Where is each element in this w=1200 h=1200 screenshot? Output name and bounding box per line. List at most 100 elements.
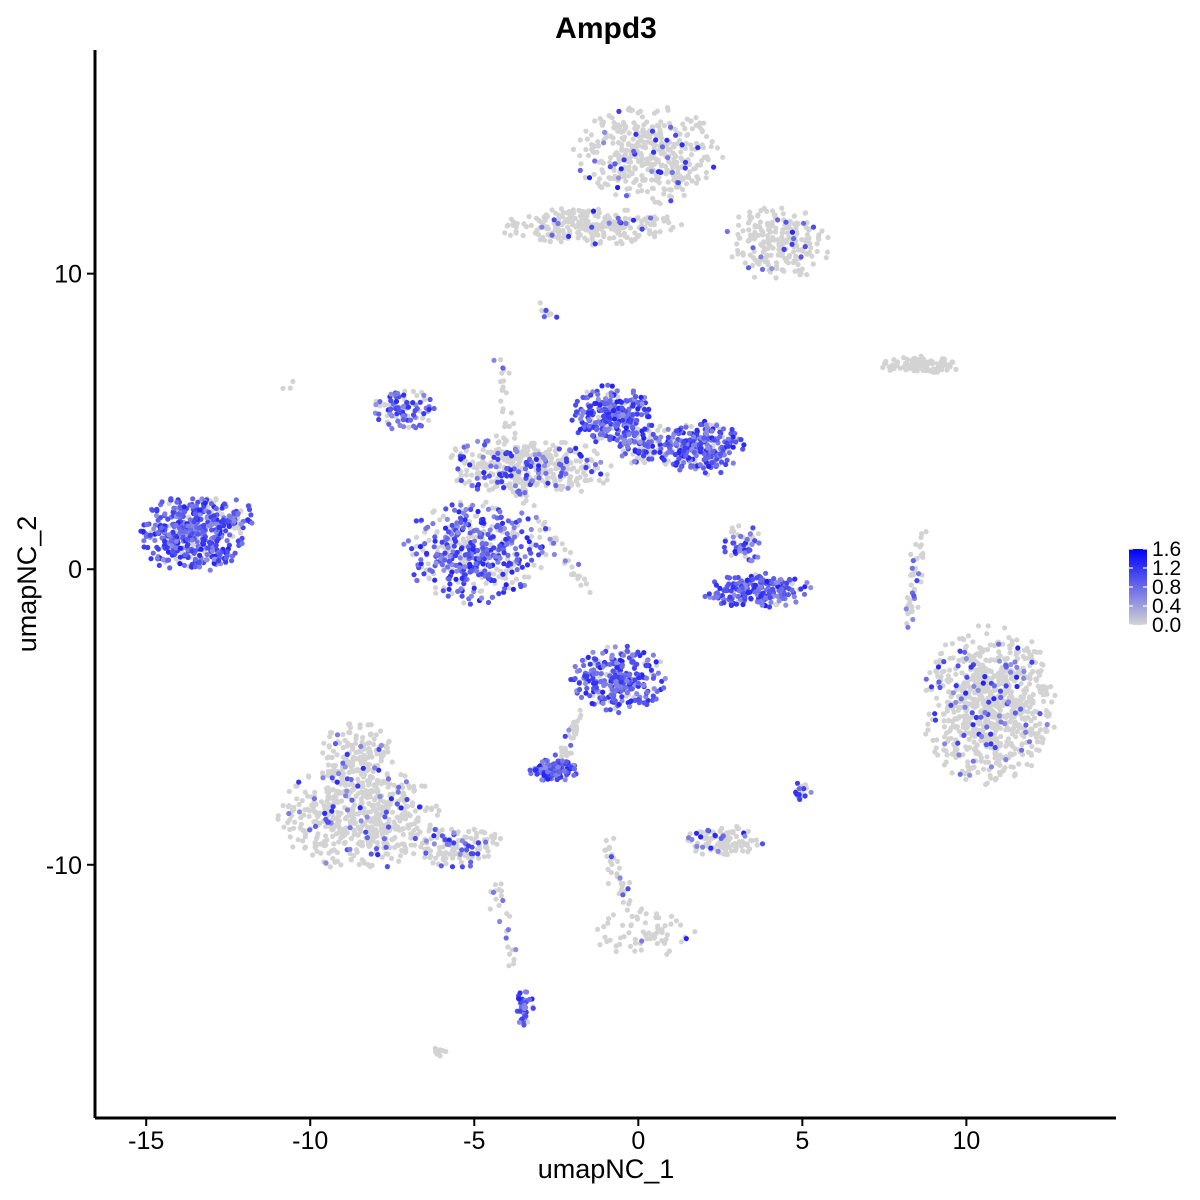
- cell-point: [685, 131, 691, 137]
- cell-point: [627, 943, 634, 950]
- cell-point: [1039, 661, 1045, 667]
- cell-point: [469, 472, 475, 478]
- cell-point: [360, 735, 366, 741]
- cell-point: [280, 802, 286, 809]
- cell-point: [941, 724, 948, 730]
- cell-point: [674, 460, 680, 466]
- cell-point: [621, 934, 627, 940]
- cell-point: [887, 367, 893, 373]
- cell-point: [1029, 639, 1035, 645]
- cell-point: [351, 802, 358, 808]
- cell-point: [663, 461, 669, 467]
- cell-point: [505, 518, 511, 524]
- cell-point: [529, 557, 535, 563]
- cell-point: [588, 141, 595, 148]
- cell-point: [392, 391, 398, 397]
- cell-point: [998, 733, 1004, 740]
- cell-point: [923, 687, 929, 693]
- cell-point: [455, 829, 461, 835]
- cell-point: [745, 828, 751, 835]
- cell-point: [436, 845, 443, 851]
- cell-point: [1002, 656, 1008, 662]
- cell-point: [607, 155, 614, 161]
- cell-point: [568, 735, 575, 741]
- cell-point: [608, 133, 614, 139]
- cell-point: [983, 717, 989, 723]
- cell-point: [721, 841, 728, 847]
- cell-point: [377, 805, 383, 812]
- cell-point: [208, 501, 214, 507]
- cell-point: [162, 511, 168, 517]
- cell-point: [638, 947, 644, 953]
- cell-point: [979, 646, 985, 652]
- cell-point: [356, 790, 362, 796]
- cell-point: [703, 133, 710, 140]
- cell-point: [697, 421, 704, 428]
- cell-point: [447, 581, 453, 587]
- cell-point: [140, 528, 146, 535]
- cell-point: [312, 789, 318, 795]
- cell-point: [553, 466, 559, 472]
- cell-point: [410, 412, 417, 418]
- cell-point: [227, 514, 233, 520]
- cell-point: [604, 472, 610, 478]
- cell-point: [654, 178, 660, 184]
- cell-point: [462, 480, 468, 486]
- cell-point: [1024, 699, 1030, 705]
- cell-point: [665, 426, 671, 432]
- cell-point: [947, 364, 953, 370]
- cell-point: [485, 438, 491, 444]
- cell-point: [1018, 680, 1024, 687]
- cell-point: [974, 748, 980, 755]
- cell-point: [480, 454, 486, 460]
- cell-point: [237, 530, 244, 536]
- cell-point: [619, 142, 625, 148]
- cell-point: [688, 118, 694, 124]
- cell-point: [1043, 728, 1049, 735]
- cell-point: [399, 812, 405, 818]
- cell-point: [1008, 740, 1014, 747]
- cell-point: [1003, 727, 1009, 733]
- cell-point: [327, 734, 333, 740]
- cell-point: [371, 741, 377, 748]
- cell-point: [311, 819, 317, 825]
- cell-point: [923, 731, 929, 737]
- cell-point: [453, 576, 459, 582]
- cell-point: [632, 236, 638, 242]
- cell-point: [508, 453, 515, 459]
- cell-point: [595, 419, 601, 425]
- cell-point: [524, 472, 530, 478]
- cell-point: [607, 175, 613, 181]
- cell-point: [702, 470, 708, 476]
- cell-point: [734, 241, 740, 247]
- cell-point: [635, 110, 641, 116]
- cell-point: [965, 759, 971, 765]
- cell-point: [595, 414, 602, 420]
- cell-point: [637, 182, 643, 188]
- cell-point: [600, 480, 607, 486]
- cell-point: [449, 522, 455, 528]
- cell-point: [971, 677, 977, 683]
- cell-point: [223, 528, 229, 534]
- cell-point: [352, 740, 359, 747]
- cell-point: [755, 531, 762, 537]
- cell-point: [485, 853, 492, 859]
- cell-point: [994, 703, 1000, 709]
- cell-point: [635, 406, 641, 412]
- cell-point: [452, 507, 458, 513]
- cell-point: [425, 524, 431, 530]
- cell-point: [490, 839, 496, 846]
- cell-point: [962, 685, 968, 691]
- cell-point: [577, 426, 584, 432]
- cell-point: [604, 477, 610, 483]
- cell-point: [637, 439, 643, 445]
- cell-point: [663, 936, 669, 942]
- cell-point: [497, 509, 503, 515]
- cell-point: [463, 448, 469, 454]
- cell-point: [174, 499, 180, 505]
- cell-point: [153, 512, 159, 519]
- cell-point: [501, 378, 507, 384]
- cell-point: [639, 412, 645, 418]
- cell-point: [615, 421, 621, 427]
- cell-point: [348, 857, 354, 863]
